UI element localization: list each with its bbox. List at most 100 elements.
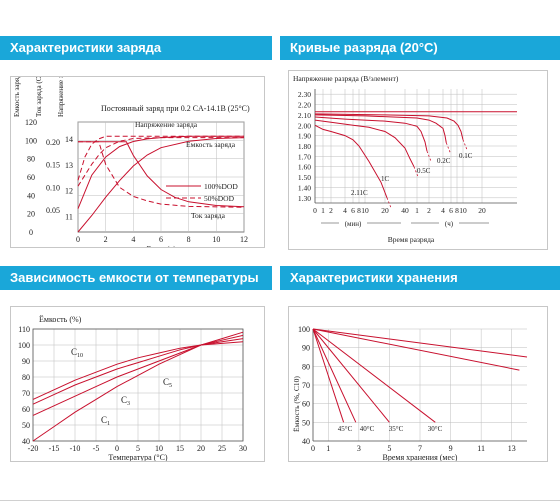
x-tick-label-h: 1 <box>415 206 419 215</box>
x-axis-title: Время (ч) <box>147 245 177 247</box>
y-axis-title: Напряжение разряда (В/элемент) <box>293 74 399 83</box>
y-tick-label-capacity: 80 <box>27 155 35 164</box>
y-tick-label: 100 <box>18 341 30 350</box>
y-axis-title: Ток заряда (CA) <box>35 77 43 117</box>
y-tick-label-capacity: 0 <box>29 228 33 237</box>
storage-curve <box>312 328 520 371</box>
y-tick-label: 1.30 <box>298 194 311 203</box>
legend-label-100: 100%DOD <box>204 182 238 191</box>
y-tick-label: 1.70 <box>298 152 311 161</box>
x-tick-label: 3 <box>357 444 361 453</box>
chart-box-temperature: 40 50 60 70 80 90 100 110 -20 -15 -10 -5 0 5 10 15 20 25 3… <box>10 306 265 462</box>
curve-label: 45°C <box>338 425 353 433</box>
discharge-curve <box>314 113 464 140</box>
y-tick-label-current: 0.10 <box>46 183 60 192</box>
charge-chart: 0 2 4 6 8 10 120204060801001200.050.100.150.20… <box>13 47 250 253</box>
x-tick-label: -20 <box>28 444 39 453</box>
panel-header-discharge: Кривые разряда (20°C) <box>280 36 560 60</box>
y-tick-label: 50 <box>22 421 30 430</box>
x-tick-label: 15 <box>176 444 184 453</box>
y-tick-label-capacity: 100 <box>25 136 37 145</box>
cutoff-marker <box>413 166 419 177</box>
x-tick-label-min: 4 <box>343 206 347 215</box>
y-tick-label-voltage: 14 <box>65 135 73 144</box>
discharge-curve <box>314 114 447 143</box>
x-tick-label-h: 4 <box>441 206 445 215</box>
x-tick-label: 0 <box>115 444 119 453</box>
temperature-curve <box>32 331 244 442</box>
x-tick-label: 6 <box>159 235 163 244</box>
y-axis-title: Ёмкость (%) <box>39 315 82 324</box>
x-tick-label-h: 6 <box>449 206 453 215</box>
x-tick-label: 5 <box>136 444 140 453</box>
y-tick-label-capacity: 40 <box>27 191 35 200</box>
discharge-curve <box>314 119 415 167</box>
storage-curve <box>312 328 528 358</box>
y-axis-title: Напряжение заряда (V) <box>57 77 65 117</box>
curve-label: 0.5C <box>417 167 431 175</box>
y-tick-label-voltage: 11 <box>65 212 73 221</box>
storage-curve <box>312 328 436 423</box>
x-tick-label: -10 <box>70 444 81 453</box>
y-tick-label: 40 <box>22 437 30 446</box>
series-line <box>78 141 245 208</box>
panel-header-charge: Характеристики заряда <box>0 36 272 60</box>
x-tick-label-min: 8 <box>357 206 361 215</box>
y-tick-label: 2.20 <box>298 101 311 110</box>
x-tick-label: 2 <box>104 235 108 244</box>
y-tick-label-voltage: 13 <box>65 161 73 170</box>
x-tick-label-h: 20 <box>478 206 486 215</box>
panel-header-storage: Характеристики хранения <box>280 266 560 290</box>
y-tick-label: 70 <box>302 381 310 390</box>
y-tick-label: 1.60 <box>298 163 311 172</box>
cutoff-marker <box>426 151 432 162</box>
x-tick-label: 5 <box>387 444 391 453</box>
x-tick-label-min: 6 <box>351 206 355 215</box>
x-axis-title: Температура (°C) <box>108 453 168 461</box>
y-tick-label: 2.30 <box>298 90 311 99</box>
series-line <box>77 137 245 233</box>
y-tick-label-current: 0.20 <box>46 138 60 147</box>
y-tick-label: 50 <box>302 418 310 427</box>
x-tick-label: -5 <box>93 444 100 453</box>
y-tick-label: 80 <box>302 362 310 371</box>
series-line <box>77 137 244 187</box>
temperature-chart: 40 50 60 70 80 90 100 110 -20 -15 -10 -5 0 5 10 15 20 25 3… <box>18 315 247 462</box>
x-tick-label: 9 <box>449 444 453 453</box>
curve-label: 40°C <box>360 425 375 433</box>
y-tick-label-capacity: 20 <box>27 210 35 219</box>
legend-label-50: 50%DOD <box>204 194 235 203</box>
x-tick-label: 0 <box>311 444 315 453</box>
x-tick-label: 7 <box>418 444 422 453</box>
x-tick-label: 13 <box>508 444 516 453</box>
curve-label: 35°C <box>389 425 404 433</box>
y-tick-label-current: 0.05 <box>46 206 60 215</box>
y-tick-label: 60 <box>302 400 310 409</box>
x-tick-label: 10 <box>155 444 163 453</box>
panel-title-temperature: Зависимость емкости от температуры <box>10 270 259 285</box>
y-tick-label: 40 <box>302 437 310 446</box>
chart-title: Постоянный заряд при 0.2 CA-14.1В (25°C) <box>101 104 250 113</box>
storage-curve <box>312 328 357 423</box>
panel-title-discharge: Кривые разряда (20°C) <box>290 40 438 55</box>
y-tick-label: 110 <box>18 325 30 334</box>
x-tick-label-h: 10 <box>459 206 467 215</box>
discharge-chart: 2.30 2.202.102.00 1.901.801.70 1.601.501.40… <box>293 74 517 244</box>
x-tick-label: 11 <box>477 444 485 453</box>
curve-label: C5 <box>163 377 172 389</box>
y-tick-label: 80 <box>22 373 30 382</box>
panel-title-charge: Характеристики заряда <box>10 40 162 55</box>
storage-curve <box>312 328 390 423</box>
curve-label: 2.11C <box>351 189 368 197</box>
x-tick-label: 30 <box>239 444 247 453</box>
x-tick-label: 8 <box>187 235 191 244</box>
x-tick-label: 20 <box>197 444 205 453</box>
chart-box-charge: 0 2 4 6 8 10 12 0 20 40 60 80 100 120 0.05 0.10 0.15 0.20… <box>10 47 265 253</box>
discharge-curve <box>314 116 428 152</box>
y-tick-label: 1.40 <box>298 183 311 192</box>
y-tick-label: 90 <box>22 357 30 366</box>
temperature-curve <box>32 338 244 405</box>
x-tick-label-min: 1 <box>321 206 325 215</box>
discharge-curve <box>314 124 388 198</box>
